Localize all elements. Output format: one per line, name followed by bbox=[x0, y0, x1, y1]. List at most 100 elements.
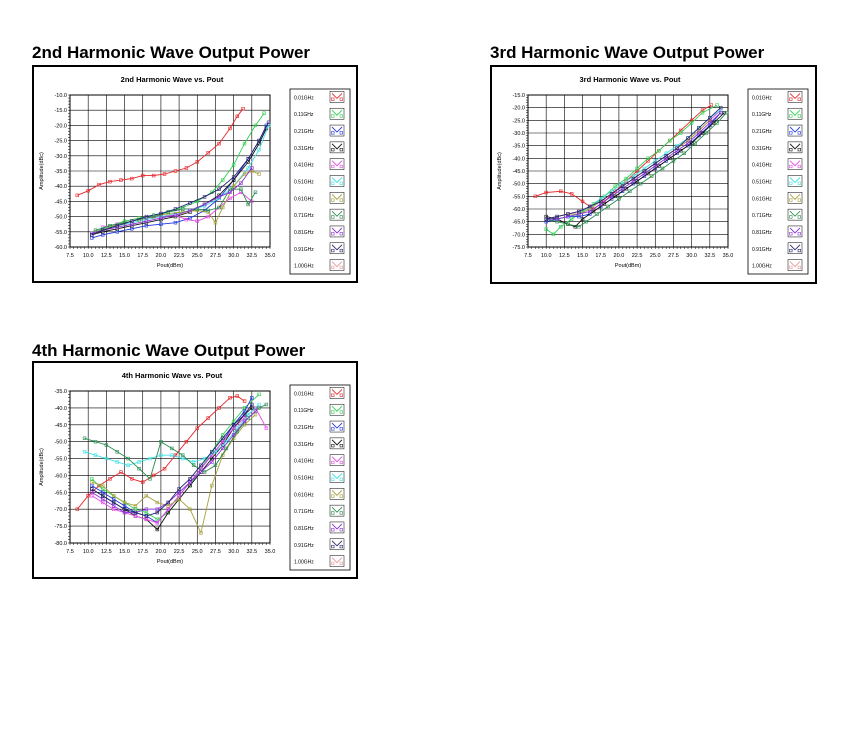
data-point bbox=[111, 494, 116, 498]
x-tick-label: 17.5 bbox=[137, 253, 148, 259]
y-tick-label: -45.0 bbox=[54, 423, 67, 429]
data-point bbox=[606, 204, 610, 209]
data-point bbox=[122, 510, 127, 515]
legend-marker bbox=[339, 494, 343, 498]
y-tick-label: -45.0 bbox=[512, 169, 525, 175]
legend-marker bbox=[797, 265, 801, 269]
data-point bbox=[144, 510, 149, 515]
data-point bbox=[697, 131, 701, 135]
data-point bbox=[686, 141, 690, 145]
data-point bbox=[653, 161, 657, 166]
data-point bbox=[569, 192, 574, 196]
legend-swatch bbox=[329, 454, 345, 466]
legend-line bbox=[331, 160, 343, 167]
data-point bbox=[122, 507, 127, 511]
data-point bbox=[75, 193, 79, 198]
legend-marker bbox=[331, 198, 335, 202]
legend-marker bbox=[339, 148, 343, 152]
x-tick-label: 25.0 bbox=[650, 253, 661, 259]
data-point bbox=[199, 531, 203, 535]
data-point bbox=[599, 199, 603, 204]
data-point bbox=[188, 208, 192, 213]
chart-panel: 4th Harmonic Wave vs. Pout 7.5 10.0 12.5 15.… bbox=[32, 361, 358, 579]
data-point bbox=[584, 219, 588, 224]
legend-marker bbox=[331, 131, 335, 135]
x-tick-label: 15.0 bbox=[119, 549, 130, 555]
chart-panel: 3rd Harmonic Wave vs. Pout 7.5 10.0 12.5 15.… bbox=[490, 65, 817, 284]
data-point bbox=[104, 456, 109, 461]
data-point bbox=[664, 154, 668, 158]
legend-marker bbox=[331, 181, 335, 185]
legend-line bbox=[331, 93, 343, 100]
data-point bbox=[257, 402, 261, 407]
series-line bbox=[76, 395, 245, 510]
legend-swatch bbox=[329, 437, 345, 450]
data-point bbox=[617, 197, 621, 201]
legend-marker bbox=[339, 477, 343, 481]
y-tick-label: -50.0 bbox=[512, 182, 525, 188]
data-point bbox=[250, 166, 254, 170]
data-point bbox=[602, 202, 607, 206]
data-point bbox=[195, 160, 199, 164]
legend-marker bbox=[797, 198, 801, 202]
data-point bbox=[155, 521, 159, 525]
y-tick-label: -10.0 bbox=[54, 93, 67, 99]
y-tick-label: -40.0 bbox=[54, 406, 67, 412]
section-heading: 3rd Harmonic Wave Output Power bbox=[490, 43, 765, 62]
x-tick-label: 12.5 bbox=[101, 549, 112, 555]
data-point bbox=[159, 439, 163, 444]
series-line bbox=[546, 119, 711, 220]
x-tick-label: 20.0 bbox=[614, 253, 625, 259]
data-point bbox=[101, 494, 105, 498]
data-point bbox=[262, 111, 266, 115]
legend-marker bbox=[339, 511, 343, 515]
legend-swatch bbox=[329, 403, 345, 416]
data-point bbox=[231, 423, 236, 427]
legend-label: 0.91GHz bbox=[294, 247, 314, 253]
legend-label: 0.91GHz bbox=[752, 247, 772, 253]
data-point bbox=[177, 497, 181, 501]
legend-marker bbox=[789, 265, 793, 269]
data-point bbox=[231, 419, 236, 424]
legend-marker bbox=[339, 232, 343, 236]
legend-label: 0.11GHz bbox=[752, 112, 772, 118]
x-tick-label: 32.5 bbox=[246, 253, 257, 259]
data-point bbox=[210, 460, 214, 464]
legend-marker bbox=[789, 164, 793, 169]
data-point bbox=[144, 219, 149, 223]
legend-marker bbox=[339, 164, 343, 169]
series-line bbox=[545, 104, 718, 235]
data-point bbox=[551, 232, 556, 237]
legend-swatch bbox=[787, 124, 803, 137]
legend-line bbox=[789, 177, 801, 184]
data-point bbox=[188, 483, 192, 488]
data-point bbox=[221, 178, 225, 182]
data-point bbox=[188, 201, 192, 205]
legend-marker bbox=[339, 248, 343, 253]
data-point bbox=[166, 504, 170, 508]
chart-title: 2nd Harmonic Wave vs. Pout bbox=[121, 75, 224, 84]
x-tick-label: 27.5 bbox=[210, 253, 221, 259]
x-tick-label: 12.5 bbox=[559, 253, 570, 259]
data-point bbox=[82, 450, 87, 454]
data-point bbox=[253, 412, 258, 417]
legend-label: 0.01GHz bbox=[294, 95, 314, 101]
x-tick-label: 25.0 bbox=[192, 549, 203, 555]
data-point bbox=[104, 443, 109, 447]
data-point bbox=[657, 149, 661, 153]
x-tick-label: 22.5 bbox=[174, 549, 185, 555]
data-point bbox=[246, 412, 250, 417]
legend-swatch bbox=[329, 504, 345, 517]
legend-line bbox=[331, 227, 343, 234]
legend-marker bbox=[331, 148, 335, 152]
legend-marker bbox=[789, 131, 793, 135]
data-point bbox=[126, 456, 130, 461]
legend-swatch bbox=[329, 107, 345, 120]
data-point bbox=[191, 463, 196, 468]
data-point bbox=[155, 507, 159, 511]
data-point bbox=[101, 487, 105, 491]
legend-marker bbox=[797, 131, 801, 135]
data-point bbox=[242, 141, 247, 146]
legend-label: 0.01GHz bbox=[294, 391, 314, 397]
data-point bbox=[101, 497, 105, 501]
